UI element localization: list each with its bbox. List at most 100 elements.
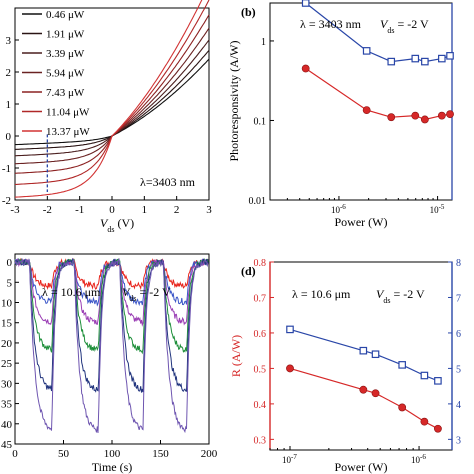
panel-c-xtick-label: 50 bbox=[58, 448, 70, 460]
panel-a-xlabel-part: V bbox=[100, 216, 109, 230]
panel-b-xlabel: Power (W) bbox=[335, 215, 388, 229]
panel-b-point bbox=[446, 52, 454, 60]
panel-a-xtick-label: 0 bbox=[109, 204, 115, 216]
panel-d-point bbox=[420, 371, 429, 380]
panel-c-xtick-label: 150 bbox=[152, 448, 169, 460]
panel-b-point bbox=[301, 0, 310, 7]
panel-d-ylabel: R (A/W) bbox=[229, 335, 243, 377]
panel-d-annotation-vds-part: V bbox=[376, 287, 385, 301]
panel-d-label: (d) bbox=[241, 264, 256, 278]
panel-c-xlabel: Time (s) bbox=[92, 460, 133, 474]
panel-c-ytick-label: 5 bbox=[7, 277, 13, 289]
panel-b-xtick-label-part: -5 bbox=[439, 203, 445, 211]
panel-d-xtick-label: 10-6 bbox=[411, 453, 426, 465]
panel-d-series-0-line bbox=[289, 367, 439, 430]
panel-d-series-1-line bbox=[289, 328, 439, 382]
panel-a-xtick-label: -3 bbox=[10, 204, 20, 216]
panel-d-right-tick-label: 7 bbox=[456, 293, 461, 304]
panel-b-ytick-label: 0.1 bbox=[254, 116, 267, 127]
panel-b-annotation-vds-part: = -2 V bbox=[394, 17, 429, 31]
panel-b-xtick-label-part: -6 bbox=[340, 203, 346, 211]
panel-b-annotation-lambda: λ = 3403 nm bbox=[300, 17, 362, 31]
panel-d-point bbox=[398, 403, 407, 412]
panel-d-annotation-vds-part: ds bbox=[383, 296, 390, 305]
panel-a-curve-6 bbox=[14, 0, 203, 198]
panel-b-xtick-label: 10-5 bbox=[430, 203, 445, 215]
panel-b-ylabel: Photoresponsivity (A/W) bbox=[227, 41, 241, 162]
panel-d-xtick-label: 10-7 bbox=[282, 453, 297, 465]
panel-a-ytick-label: -1 bbox=[2, 163, 11, 175]
panel-a-curve-5 bbox=[15, 0, 210, 185]
panel-a-curves bbox=[14, 0, 210, 198]
panel-a-xlabel: Vds (V) bbox=[100, 216, 134, 234]
panel-b-xtick-label: 10-6 bbox=[331, 203, 346, 215]
panel-a-annotation: λ=3403 nm bbox=[140, 175, 196, 189]
panel-c-xtick-label: 100 bbox=[104, 448, 121, 460]
panel-c-curve-3 bbox=[14, 258, 209, 355]
panel-a-legend-label: 11.04 μW bbox=[46, 107, 90, 119]
panel-d-point bbox=[286, 325, 294, 334]
panel-a-xtick-label: -1 bbox=[75, 204, 84, 216]
panel-c-annotation-lambda: λ = 10.6 μm bbox=[42, 285, 101, 299]
panel-b-annotation-vds-part: ds bbox=[387, 26, 394, 35]
panel-d-point bbox=[359, 385, 368, 394]
panel-d-ytick-label: 0.7 bbox=[254, 293, 267, 304]
panel-a-xlabel-part: ds bbox=[107, 225, 114, 234]
panel-c-ytick-label: 40 bbox=[1, 419, 13, 431]
panel-d-xtick-label-part: -6 bbox=[420, 453, 426, 461]
panel-b-point bbox=[420, 115, 429, 124]
panel-d-right-tick-label: 5 bbox=[456, 364, 461, 375]
panel-d-annotation-vds: Vds = -2 V bbox=[376, 287, 425, 305]
panel-c-xtick-label: 0 bbox=[12, 448, 18, 460]
panel-b-point bbox=[437, 111, 446, 120]
panel-c-ytick-label: 25 bbox=[1, 358, 13, 370]
panel-b-point bbox=[421, 57, 429, 66]
panel-d-point bbox=[286, 364, 294, 373]
panel-a-legend-label: 13.37 μW bbox=[46, 126, 90, 138]
panel-b-annotation-vds-part: V bbox=[380, 17, 389, 31]
panel-c-annotation-vds-part: ds bbox=[129, 294, 136, 303]
panel-b-ytick-label: 1 bbox=[261, 37, 266, 48]
panel-b-xtick-label-part: 10 bbox=[430, 205, 440, 215]
panel-d-ytick-label: 0.3 bbox=[254, 435, 267, 446]
panel-c-curve-5 bbox=[14, 257, 209, 434]
panel-a-xtick-label: 3 bbox=[206, 204, 212, 216]
panel-c-ytick-label: 10 bbox=[1, 298, 13, 310]
panel-a-legend-label: 1.91 μW bbox=[46, 29, 85, 41]
panel-c-annotation-vds-part: = -2 V bbox=[136, 285, 171, 299]
panel-a-ytick-label: 1 bbox=[6, 99, 12, 111]
panel-b-series-1-line bbox=[305, 2, 451, 63]
panel-d-annotation-vds-part: = -2 V bbox=[390, 287, 425, 301]
panel-c-curves bbox=[14, 257, 209, 434]
panel-b-point bbox=[362, 106, 371, 115]
panel-b-ytick-label: 0.01 bbox=[249, 196, 267, 207]
panel-a-curve-2 bbox=[14, 39, 210, 157]
panel-c-annotation-vds-part: V bbox=[122, 285, 131, 299]
panel-c-annotation-vds: Vds = -2 V bbox=[122, 285, 171, 303]
panel-b-point bbox=[387, 57, 396, 66]
panel-b-point bbox=[438, 54, 446, 63]
panel-d-right-tick-label: 8 bbox=[456, 258, 461, 269]
panel-c-ytick-label: 30 bbox=[1, 378, 13, 390]
panel-a-ytick-label: 3 bbox=[6, 35, 12, 47]
panel-d-xlabel: Power (W) bbox=[335, 460, 388, 474]
panel-a-legend-label: 5.94 μW bbox=[46, 68, 85, 80]
panel-a-xlabel-part: (V) bbox=[114, 216, 134, 230]
panel-d-ytick-label: 0.8 bbox=[254, 258, 267, 269]
panel-d-point bbox=[420, 417, 429, 426]
panel-a-legend-label: 3.39 μW bbox=[46, 48, 85, 60]
panel-c-ytick-label: 45 bbox=[1, 439, 13, 451]
panel-a-curve-0 bbox=[15, 58, 210, 146]
panel-c-ytick-label: 15 bbox=[1, 318, 13, 330]
panel-a-xtick-label: 2 bbox=[174, 204, 180, 216]
panel-b-point bbox=[446, 110, 454, 119]
panel-d-ytick-label: 0.6 bbox=[254, 329, 267, 340]
panel-c-ytick-label: 0 bbox=[7, 257, 13, 269]
panel-d-point bbox=[434, 377, 442, 385]
panel-b-xtick-label-part: 10 bbox=[331, 205, 341, 215]
panel-c-ytick-label: 20 bbox=[1, 338, 13, 350]
panel-a-legend-label: 0.46 μW bbox=[46, 9, 85, 21]
panel-a-xtick-label: -2 bbox=[43, 204, 52, 216]
panel-b-series-0-line bbox=[305, 68, 451, 121]
